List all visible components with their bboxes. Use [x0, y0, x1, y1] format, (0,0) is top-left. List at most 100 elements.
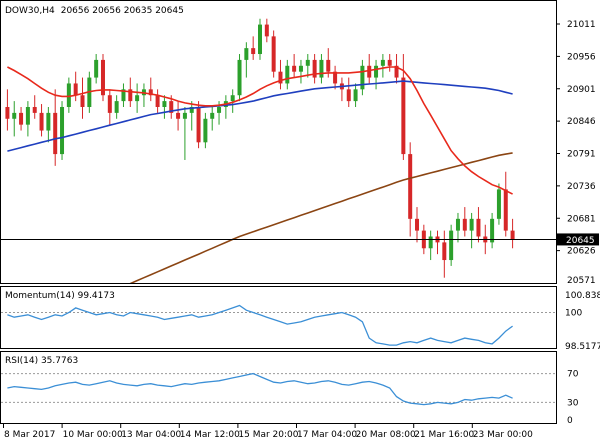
- current-price-tag: [557, 233, 599, 246]
- candle-body: [121, 89, 126, 102]
- momentum-line: [7, 304, 513, 346]
- sma-slow-line: [129, 152, 513, 283]
- candle-body: [237, 59, 242, 96]
- candle-body: [462, 218, 467, 231]
- time-tick-label: 10 Mar 00:00: [63, 430, 123, 440]
- candle-body: [100, 59, 105, 96]
- time-tick-label: 14 Mar 12:00: [180, 430, 240, 440]
- candle-body: [162, 101, 167, 107]
- candle-body: [333, 71, 338, 84]
- candle-body: [496, 189, 501, 219]
- candle-body: [244, 48, 249, 60]
- rsi-tick-label: 0: [567, 416, 573, 426]
- candle-body: [360, 65, 365, 90]
- candle-body: [135, 95, 140, 102]
- momentum-panel-frame: [0, 286, 557, 349]
- candle-body: [394, 65, 399, 78]
- candle-body: [510, 230, 515, 240]
- candle-body: [217, 106, 222, 113]
- candle-body: [387, 59, 392, 66]
- candle-body: [5, 106, 10, 119]
- candle-body: [353, 89, 358, 102]
- price-tick-label: 20736: [567, 182, 596, 192]
- candle-body: [66, 83, 71, 107]
- candle-body: [251, 48, 256, 55]
- candle-body: [107, 95, 112, 113]
- candle-body: [19, 112, 24, 125]
- candle-body: [326, 59, 331, 72]
- candle-body: [189, 106, 194, 113]
- candle-body: [469, 218, 474, 231]
- time-tick-label: 17 Mar 04:00: [297, 430, 357, 440]
- price-tick-label: 21011: [567, 20, 596, 30]
- candle-body: [415, 218, 420, 231]
- momentum-tick-label: 100.8386: [565, 291, 600, 301]
- momentum-tick-label: 98.5177: [565, 342, 600, 352]
- candle-body: [285, 65, 290, 84]
- rsi-line: [7, 372, 513, 406]
- candle-body: [182, 112, 187, 119]
- price-tick-label: 20791: [567, 150, 596, 160]
- candle-body: [114, 101, 119, 113]
- candle-body: [476, 218, 481, 237]
- candle-body: [148, 89, 153, 96]
- candle-body: [305, 59, 310, 66]
- candle-body: [46, 112, 51, 131]
- candle-body: [292, 65, 297, 72]
- candle-body: [258, 24, 262, 55]
- candle-body: [455, 218, 460, 231]
- candle-body: [264, 24, 269, 37]
- current-price-tag-label: 20645: [566, 236, 595, 246]
- candle-body: [80, 95, 85, 107]
- candle-body: [73, 83, 78, 96]
- sma-mid-line: [7, 80, 513, 152]
- candle-body: [60, 106, 65, 155]
- symbol-header: DOW30,H4 20656 20656 20635 20645: [5, 6, 184, 16]
- rsi-tick-label: 70: [567, 370, 579, 380]
- candle-body: [449, 230, 454, 261]
- candle-body: [367, 65, 372, 78]
- rsi-tick-label: 30: [567, 398, 579, 408]
- sma-fast-line: [7, 66, 513, 195]
- price-panel-frame: [0, 0, 557, 284]
- rsi-plot[interactable]: [1, 372, 556, 406]
- time-tick-label: 8 Mar 2017: [4, 430, 55, 440]
- candle-body: [346, 89, 351, 102]
- candle-body: [408, 154, 413, 219]
- candle-body: [203, 118, 208, 143]
- candle-body: [155, 95, 160, 107]
- axes: 21011 20956 20901 20846 20791 20736 20681 20626…: [3, 20, 600, 440]
- price-tick-label: 20956: [567, 52, 596, 62]
- rsi-panel-frame: [0, 351, 557, 424]
- candle-body: [490, 218, 495, 243]
- price-tick-label: 20681: [567, 214, 596, 224]
- candle-body: [196, 106, 201, 143]
- price-tick-label: 20846: [567, 117, 596, 127]
- candle-body: [312, 59, 317, 78]
- candle-body: [380, 59, 385, 66]
- rsi-title: RSI(14) 35.7763: [5, 356, 78, 366]
- candle-body: [442, 242, 447, 261]
- candle-body: [278, 71, 283, 84]
- candle-body: [12, 112, 17, 119]
- candle-body: [94, 59, 99, 78]
- candle-body: [39, 112, 44, 131]
- candle-body: [176, 112, 181, 119]
- candle-body: [298, 65, 303, 72]
- momentum-plot[interactable]: [1, 304, 556, 346]
- time-tick-label: 15 Mar 20:00: [238, 430, 298, 440]
- price-plot[interactable]: [1, 18, 556, 337]
- time-tick-label: 23 Mar 00:00: [473, 430, 533, 440]
- header-ohlc: 20656 20656 20635 20645: [61, 6, 184, 16]
- candle-body: [128, 89, 133, 102]
- time-tick-label: 13 Mar 04:00: [121, 430, 181, 440]
- candle-body: [53, 112, 58, 155]
- candle-body: [503, 189, 508, 231]
- candle-body: [210, 112, 215, 119]
- price-tick-label: 20626: [567, 247, 596, 257]
- candle-body: [401, 77, 406, 155]
- momentum-tick-label: 100: [565, 309, 582, 319]
- candle-body: [169, 101, 174, 113]
- candle-body: [230, 95, 235, 102]
